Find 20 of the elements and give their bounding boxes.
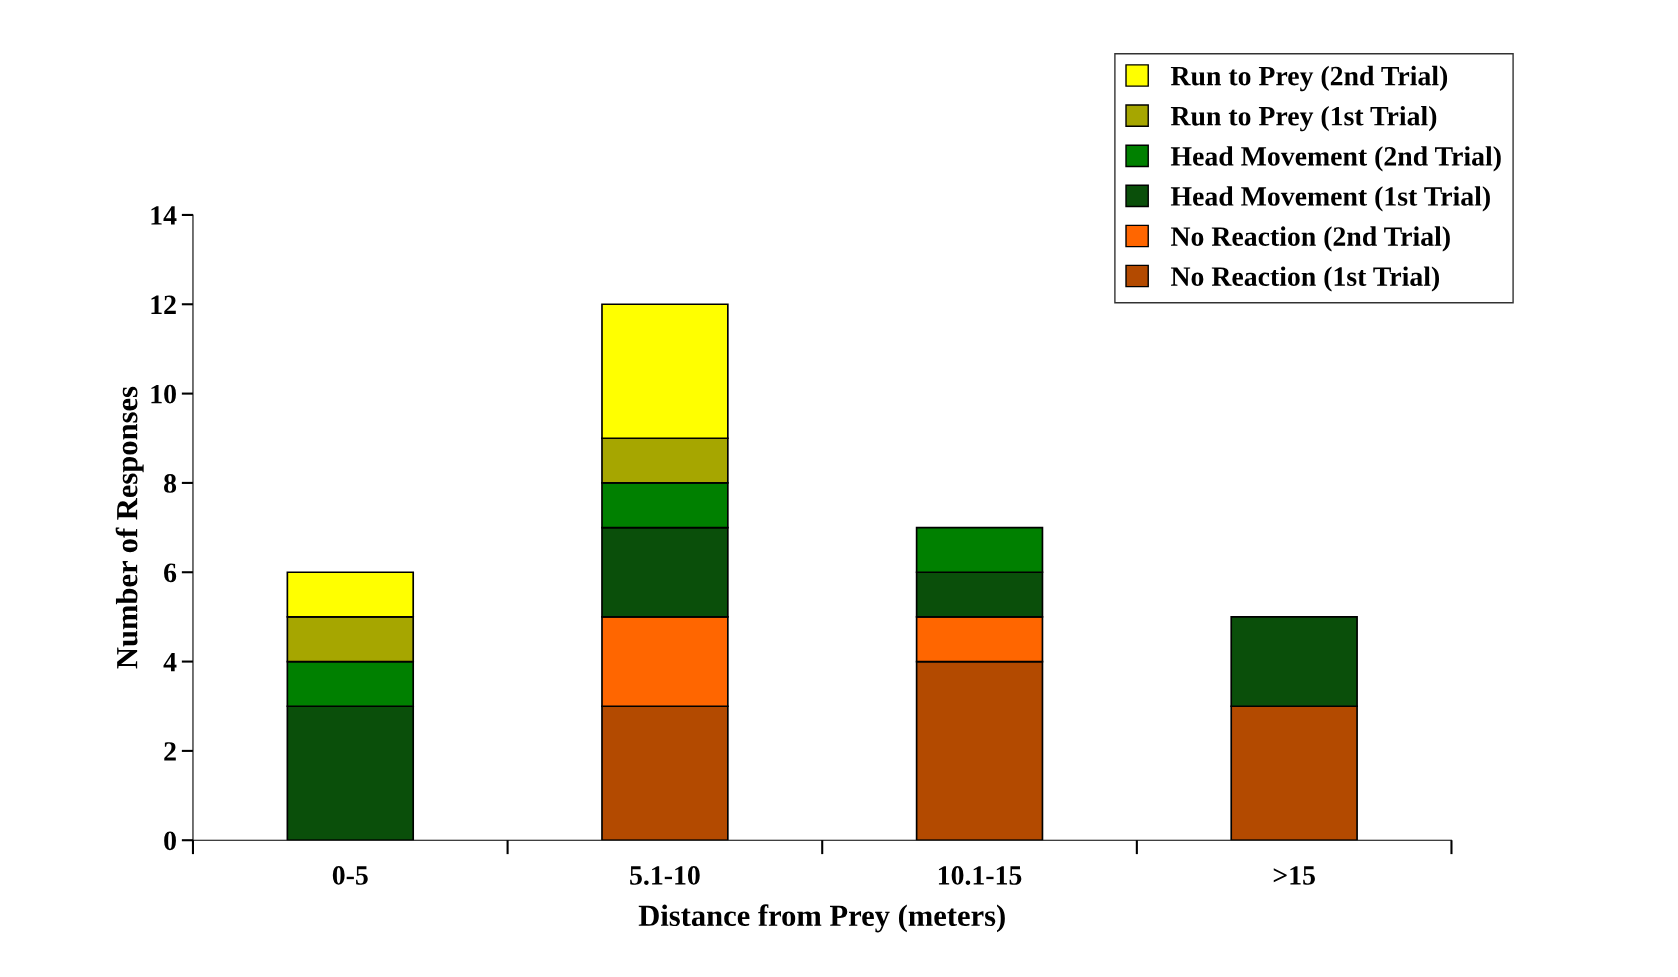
y-tick-label: 4 [163,652,177,672]
x-tick-label: >15 [1273,866,1315,885]
y-tick-label: 6 [164,563,177,583]
legend-label: Run to Prey (2nd Trial) [1170,65,1448,92]
x-tick-label: 10.1-15 [938,866,1022,885]
legend-label: No Reaction (1st Trial) [1170,266,1440,292]
legend-label: Head Movement (2nd Trial) [1170,146,1501,172]
legend-label: Head Movement (1st Trial) [1170,186,1490,212]
x-axis-title: Distance from Prey (meters) [638,904,1005,933]
y-axis-title: Number of Responses [115,386,144,669]
y-tick-label: 14 [151,206,177,225]
x-tick-label: 5.1-10 [630,866,700,885]
y-tick-label: 2 [164,742,176,761]
y-tick-label: 12 [151,295,176,314]
y-tick-label: 8 [164,474,177,493]
y-tick-label: 10 [151,384,176,404]
x-tick-label: 0-5 [332,866,368,885]
legend-label: Run to Prey (1st Trial) [1170,106,1437,132]
legend-label: No Reaction (2nd Trial) [1170,226,1450,252]
y-tick-label: 0 [164,831,176,851]
